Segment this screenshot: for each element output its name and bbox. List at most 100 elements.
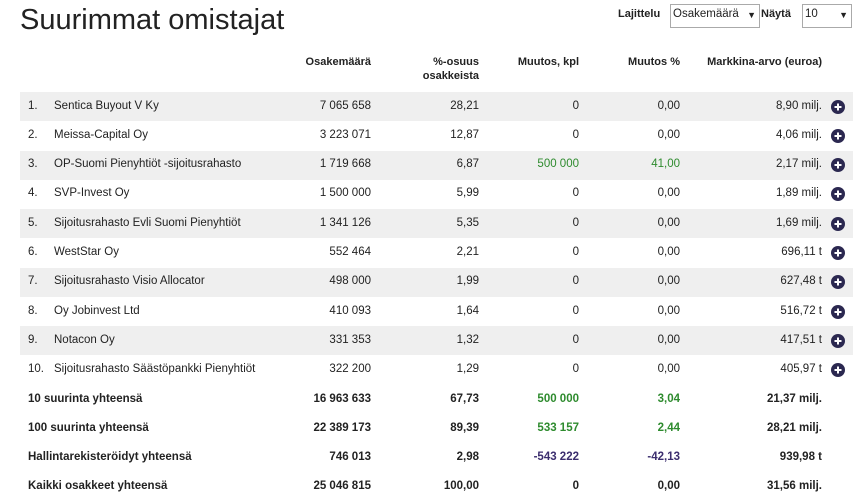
cell: 12,87	[450, 128, 479, 141]
cell: 0,00	[657, 333, 680, 346]
plus-icon	[834, 366, 842, 374]
row	[20, 267, 853, 297]
expand-button[interactable]	[831, 187, 845, 202]
cell: 0	[572, 363, 579, 376]
cell: 1,64	[456, 304, 479, 317]
cell: 0	[572, 304, 579, 317]
cell: 28,21 milj.	[767, 421, 822, 434]
cell: 7 065 658	[319, 99, 371, 112]
column-header: Muutos, kpl	[517, 56, 579, 68]
plus-icon	[834, 190, 842, 198]
plus-icon	[834, 278, 842, 286]
rank: 4.	[28, 187, 38, 200]
cell: 1 719 668	[319, 158, 371, 171]
cell: 0,00	[657, 99, 680, 112]
row	[20, 297, 853, 327]
cell: 0	[572, 216, 579, 229]
cell: 4,06 milj.	[775, 128, 822, 141]
cell: -42,13	[647, 451, 680, 464]
cell: 552 464	[329, 246, 371, 258]
cell: 2,44	[657, 421, 680, 434]
cell: 417,51 t	[780, 333, 822, 346]
sort-value: Osakemäärä	[673, 8, 739, 20]
expand-button[interactable]	[831, 304, 845, 319]
total-name: Hallintarekisteröidyt yhteensä	[28, 451, 192, 464]
cell: 25 046 815	[313, 480, 371, 493]
title: Suurimmat omistajat	[20, 4, 285, 36]
expand-button[interactable]	[831, 333, 845, 348]
cell: 2,17 milj.	[775, 158, 822, 171]
cell: 67,73	[450, 392, 479, 405]
name: WestStar Oy	[54, 246, 119, 258]
rank: 1.	[28, 99, 38, 112]
expand-button[interactable]	[831, 246, 845, 260]
expand-button[interactable]	[831, 216, 845, 231]
cell: 331 353	[329, 333, 371, 346]
cell: 746 013	[329, 451, 371, 464]
cell: 1,29	[456, 363, 479, 376]
rank: 7.	[28, 275, 38, 288]
cell: 405,97 t	[780, 363, 822, 376]
cell: 2,21	[456, 246, 479, 258]
rank: 2.	[28, 128, 38, 141]
row	[20, 121, 853, 151]
show-label: Näytä	[761, 8, 791, 20]
show-value: 10	[805, 8, 818, 20]
rank: 6.	[28, 246, 38, 258]
cell: 0	[572, 246, 579, 258]
cell: 1,32	[456, 333, 479, 346]
expand-button[interactable]	[831, 363, 845, 378]
cell: 22 389 173	[313, 421, 371, 434]
cell: 5,35	[456, 216, 479, 229]
expand-button[interactable]	[831, 128, 845, 143]
cell: 5,99	[456, 187, 479, 200]
cell: 0,00	[657, 187, 680, 200]
name: Sijoitusrahasto Evli Suomi Pienyhtiöt	[54, 216, 241, 229]
total-name: Kaikki osakkeet yhteensä	[28, 480, 168, 493]
plus-icon	[834, 308, 842, 316]
cell: 21,37 milj.	[767, 392, 822, 405]
cell: 498 000	[329, 275, 371, 288]
name: OP-Suomi Pienyhtiöt -sijoitusrahasto	[54, 158, 242, 171]
expand-button[interactable]	[831, 158, 845, 173]
cell: 696,11 t	[781, 246, 822, 258]
cell: 1,69 milj.	[775, 216, 822, 229]
cell: 3,04	[657, 392, 680, 405]
expand-button[interactable]	[831, 99, 845, 114]
cell: 0	[572, 333, 579, 346]
cell: 0,00	[657, 363, 680, 376]
cell: 0	[572, 187, 579, 200]
cell: 41,00	[651, 158, 680, 171]
cell: 0	[572, 480, 579, 493]
expand-button[interactable]	[831, 275, 845, 290]
cell: 0,00	[657, 216, 680, 229]
column-header: osakkeista	[422, 70, 479, 82]
column-header: Markkina-arvo (euroa)	[707, 56, 822, 68]
row	[20, 179, 853, 209]
cell: 1,99	[456, 275, 479, 288]
name: Sentica Buyout V Ky	[54, 99, 159, 112]
show-select[interactable]: 10 ▼	[802, 4, 852, 28]
plus-icon	[834, 249, 842, 257]
cell: 1,89 milj.	[775, 187, 822, 200]
rank: 8.	[28, 304, 38, 317]
column-header: %-osuus	[433, 56, 479, 68]
arrow: ▼	[747, 10, 756, 20]
cell: 533 157	[537, 421, 579, 434]
sort-select[interactable]: Osakemäärä ▼	[670, 4, 760, 28]
cell: 28,21	[450, 99, 479, 112]
cell: 322 200	[329, 363, 371, 376]
row	[20, 326, 853, 356]
total-name: 100 suurinta yhteensä	[28, 421, 149, 434]
name: SVP-Invest Oy	[54, 187, 130, 200]
column-header: Muutos %	[628, 56, 680, 68]
cell: 0,00	[657, 275, 680, 288]
plus-icon	[834, 103, 842, 110]
sort-label: Lajittelu	[618, 8, 661, 20]
cell: 0	[572, 99, 579, 112]
rank: 9.	[28, 333, 38, 346]
name: Notacon Oy	[54, 333, 115, 346]
rank: 3.	[28, 158, 38, 171]
cell: 410 093	[329, 304, 371, 317]
